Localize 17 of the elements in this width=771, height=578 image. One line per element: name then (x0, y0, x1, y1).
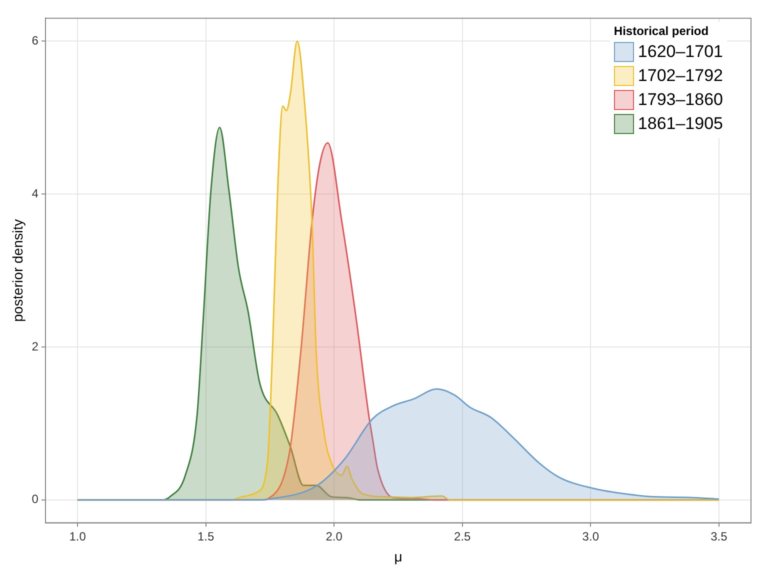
x-axis-title: μ (394, 548, 402, 564)
legend-label: 1620–1701 (638, 42, 723, 62)
y-tick-label: 0 (32, 492, 39, 506)
x-tick-label: 1.0 (69, 529, 86, 544)
x-tick-label: 2.5 (454, 529, 472, 544)
legend-title: Historical period (614, 24, 710, 38)
y-axis-title: posterior density (9, 219, 26, 322)
legend-label: 1702–1792 (638, 66, 723, 86)
x-tick-label: 2.0 (326, 529, 343, 544)
y-tick-label: 4 (32, 186, 39, 200)
legend-label: 1793–1860 (638, 90, 723, 110)
x-tick-label: 1.5 (197, 529, 214, 544)
y-tick-label: 2 (32, 339, 39, 354)
legend-label: 1861–1905 (638, 114, 723, 134)
x-tick-label: 3.0 (582, 529, 600, 544)
x-tick-label: 3.5 (710, 529, 728, 544)
y-tick-label: 6 (32, 33, 39, 48)
